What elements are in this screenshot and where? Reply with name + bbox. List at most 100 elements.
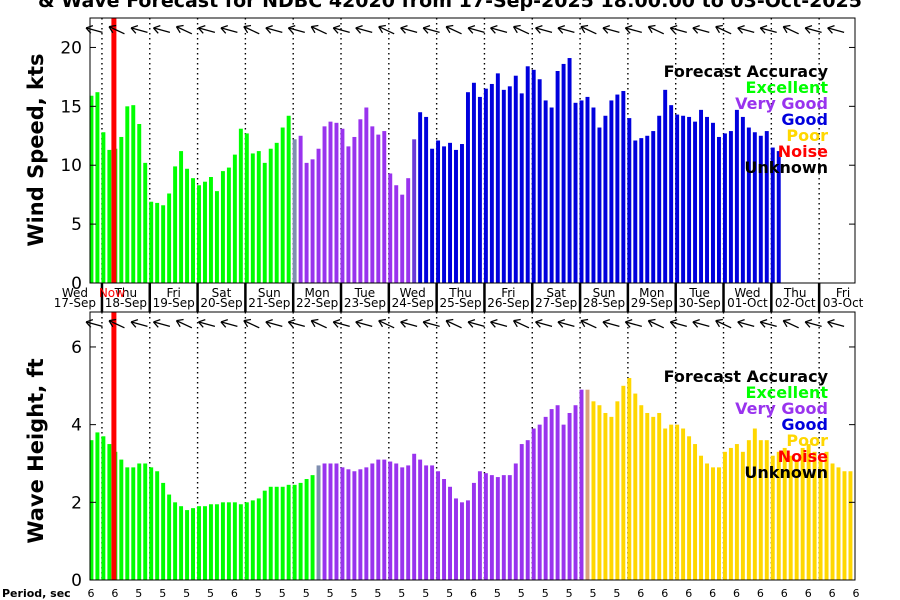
wind-bar [567, 58, 572, 283]
wind-bar [651, 131, 656, 283]
y-tick-label: 4 [71, 416, 82, 436]
wave-bar [179, 506, 184, 580]
wave-bar [776, 451, 781, 580]
wave-bar [567, 412, 572, 580]
wave-bar [836, 467, 841, 580]
direction-arrow-icon [759, 25, 777, 34]
direction-arrow-icon [287, 25, 305, 34]
day-date-label: 24-Sep [392, 296, 434, 310]
wind-bar [687, 116, 692, 284]
wind-bar [101, 132, 106, 283]
wave-bar [752, 428, 757, 580]
legend-entry-excellent: Excellent [746, 383, 829, 402]
wind-bar [262, 162, 267, 283]
wind-bar [388, 173, 393, 283]
wave-bar [693, 444, 698, 580]
wind-bar [752, 132, 757, 283]
wind-bar [292, 139, 297, 283]
direction-arrow-icon [108, 24, 125, 35]
day-date-label: 25-Sep [439, 296, 481, 310]
wave-bar [615, 401, 620, 580]
wind-bar [430, 148, 435, 283]
legend-entry-good: Good [781, 110, 828, 129]
wave-bar [274, 486, 279, 580]
period-row: Period, sec 6 6 5 5 5 5 6 5 5 5 5 5 5 5 5 5 6 5 5 5 5 5 5 6 6 6 6 6… [2, 587, 860, 600]
wave-bar [734, 444, 739, 580]
wind-bar [645, 135, 650, 283]
wind-bar [519, 93, 524, 283]
wave-bar [621, 385, 626, 580]
wind-bar [758, 135, 763, 283]
wind-bar [149, 201, 154, 283]
day-label-band: Wed17-SepThu18-SepFri19-SepSat20-SepSun2… [54, 283, 864, 312]
direction-arrow-icon [85, 319, 103, 328]
wave-bar [256, 498, 261, 580]
wave-bar [800, 447, 805, 580]
wave-bar [740, 451, 745, 580]
wave-bar [675, 424, 680, 580]
wind-bar [179, 151, 184, 283]
wind-bar [442, 146, 447, 283]
wind-bar [370, 126, 375, 283]
wind-bar [310, 159, 315, 283]
direction-arrow-icon [535, 319, 553, 328]
direction-arrow-icon [378, 24, 395, 35]
direction-arrow-icon [220, 25, 238, 34]
wave-bar [322, 463, 327, 580]
wind-bar [214, 191, 219, 283]
period-value: 6 [781, 587, 788, 600]
wind-bar [352, 136, 357, 283]
wave-bar [525, 440, 530, 580]
wave-bar [161, 482, 166, 580]
direction-arrow-icon [287, 319, 305, 328]
wave-bar [358, 469, 363, 580]
wave-bar [220, 502, 225, 580]
period-value: 6 [829, 587, 836, 600]
wind-bar [543, 100, 548, 283]
day-weekday-label: Tue [354, 286, 376, 300]
period-value: 6 [470, 587, 477, 600]
wave-bar [394, 463, 399, 580]
direction-arrow-icon [692, 319, 710, 328]
wave-bar [728, 447, 733, 580]
direction-arrow-icon [152, 25, 171, 34]
period-value: 5 [446, 587, 453, 600]
period-value: 5 [613, 587, 620, 600]
wave-bar [549, 409, 554, 580]
wave-bar [639, 405, 644, 580]
day-date-label: 03-Oct [823, 296, 864, 310]
day-weekday-label: Tue [688, 286, 710, 300]
period-value: 6 [805, 587, 812, 600]
direction-arrow-icon [602, 25, 620, 34]
period-value: 6 [661, 587, 668, 600]
legend-entry-poor: Poor [786, 431, 828, 450]
wave-bar [758, 440, 763, 580]
wave-bar [501, 475, 506, 580]
direction-arrow-icon [804, 319, 822, 328]
direction-arrow-icon [624, 25, 642, 34]
wind-bar [334, 122, 339, 283]
wind-bar [418, 112, 423, 283]
direction-arrow-icon [804, 25, 822, 34]
wind-bar [208, 177, 213, 283]
wind-bar [191, 178, 195, 283]
direction-arrow-icon [130, 25, 148, 34]
period-value: 6 [231, 587, 238, 600]
wave-bar [603, 412, 608, 580]
y-tick-label: 20 [60, 38, 82, 58]
period-value: 5 [590, 587, 597, 600]
wind-bar [495, 73, 500, 283]
wave-bar [782, 447, 787, 580]
period-value: 5 [255, 587, 262, 600]
period-value: 5 [183, 587, 190, 600]
wave-bar [531, 428, 536, 580]
wind-bar [155, 202, 160, 283]
period-value: 6 [709, 587, 716, 600]
wave-bar [722, 451, 727, 580]
wave-bar [591, 401, 596, 580]
wind-bar [770, 147, 775, 283]
period-value: 5 [518, 587, 525, 600]
direction-arrow-icon [265, 319, 283, 328]
wave-bar [244, 502, 249, 580]
period-value: 5 [303, 587, 310, 600]
